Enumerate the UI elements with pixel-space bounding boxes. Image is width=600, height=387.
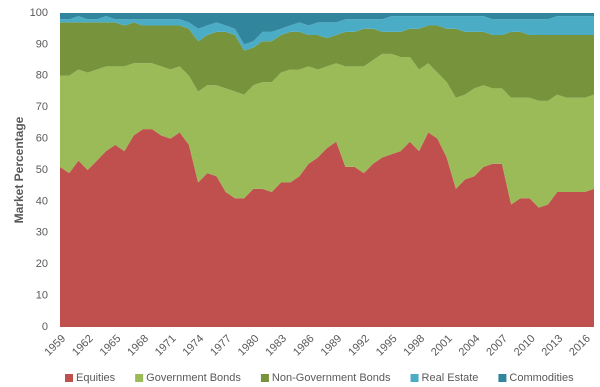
x-tick-label: 1962 <box>70 333 96 359</box>
y-tick-label: 30 <box>36 227 48 239</box>
x-tick-label: 1965 <box>98 333 124 359</box>
legend-swatch <box>498 374 507 382</box>
y-tick-label: 0 <box>42 321 48 333</box>
x-tick-label: 2001 <box>429 333 455 359</box>
legend-label: Equities <box>76 372 116 384</box>
x-tick-label: 1980 <box>236 333 262 359</box>
area <box>60 53 594 208</box>
y-tick-label: 90 <box>36 38 48 50</box>
legend-swatch <box>410 374 419 382</box>
y-tick-label: 100 <box>30 7 48 19</box>
x-tick-label: 2016 <box>567 333 593 359</box>
legend-swatch <box>65 374 73 382</box>
x-tick-label: 1989 <box>319 333 345 359</box>
y-tick-label: 50 <box>36 164 48 176</box>
legend-swatch <box>135 374 144 382</box>
legend: Equities Government Bonds Non-Government B… <box>65 372 574 384</box>
legend-label: Commodities <box>509 372 574 384</box>
x-tick-label: 1992 <box>346 333 372 359</box>
y-axis-title: Market Percentage <box>12 116 26 223</box>
x-tick-label: 1971 <box>153 333 179 359</box>
x-tick-label: 2004 <box>457 333 483 359</box>
x-tick-label: 1968 <box>125 333 151 359</box>
y-tick-label: 60 <box>36 133 48 145</box>
y-tick-label: 80 <box>36 70 48 82</box>
x-tick-label: 2010 <box>512 333 538 359</box>
legend-label: Real Estate <box>422 372 479 384</box>
x-tick-label: 1974 <box>180 333 206 359</box>
x-tick-label: 1959 <box>42 333 68 359</box>
x-tick-label: 2013 <box>540 333 566 359</box>
area <box>60 13 594 45</box>
area <box>60 22 594 101</box>
area <box>60 129 594 327</box>
x-tick-label: 1998 <box>401 333 427 359</box>
legend-label: Government Bonds <box>146 372 241 384</box>
y-tick-label: 70 <box>36 101 48 113</box>
x-tick-label: 1983 <box>263 333 289 359</box>
legend-label: Non-Government Bonds <box>272 372 391 384</box>
y-tick-label: 20 <box>36 258 48 270</box>
x-tick-label: 1977 <box>208 333 234 359</box>
x-tick-label: 1986 <box>291 333 317 359</box>
x-tick-label: 2007 <box>484 333 510 359</box>
legend-swatch <box>260 374 269 382</box>
x-tick-label: 1995 <box>374 333 400 359</box>
y-tick-label: 40 <box>36 195 48 207</box>
area <box>60 16 594 51</box>
y-tick-label: 10 <box>36 290 48 302</box>
